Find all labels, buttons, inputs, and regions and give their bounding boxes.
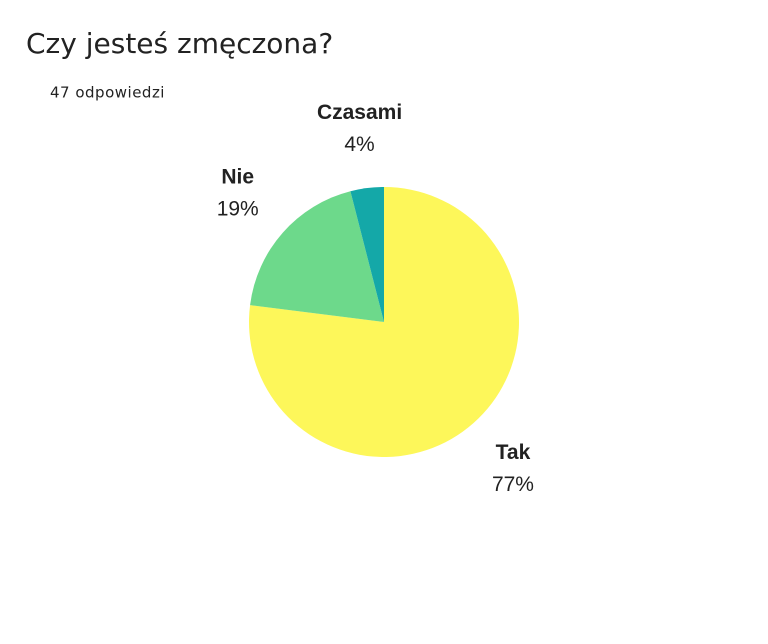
slice-label: Czasami [317,101,402,124]
pie-slice [350,187,384,322]
chart-title: Czy jesteś zmęczona? [26,27,333,60]
pie-slice [250,191,384,322]
slice-label: Tak [496,441,531,464]
slice-label: Nie [221,166,254,189]
slice-value: 4% [344,133,374,156]
slice-value: 77% [492,473,534,496]
slice-value: 19% [217,198,259,221]
chart-subtitle: 47 odpowiedzi [50,84,165,102]
